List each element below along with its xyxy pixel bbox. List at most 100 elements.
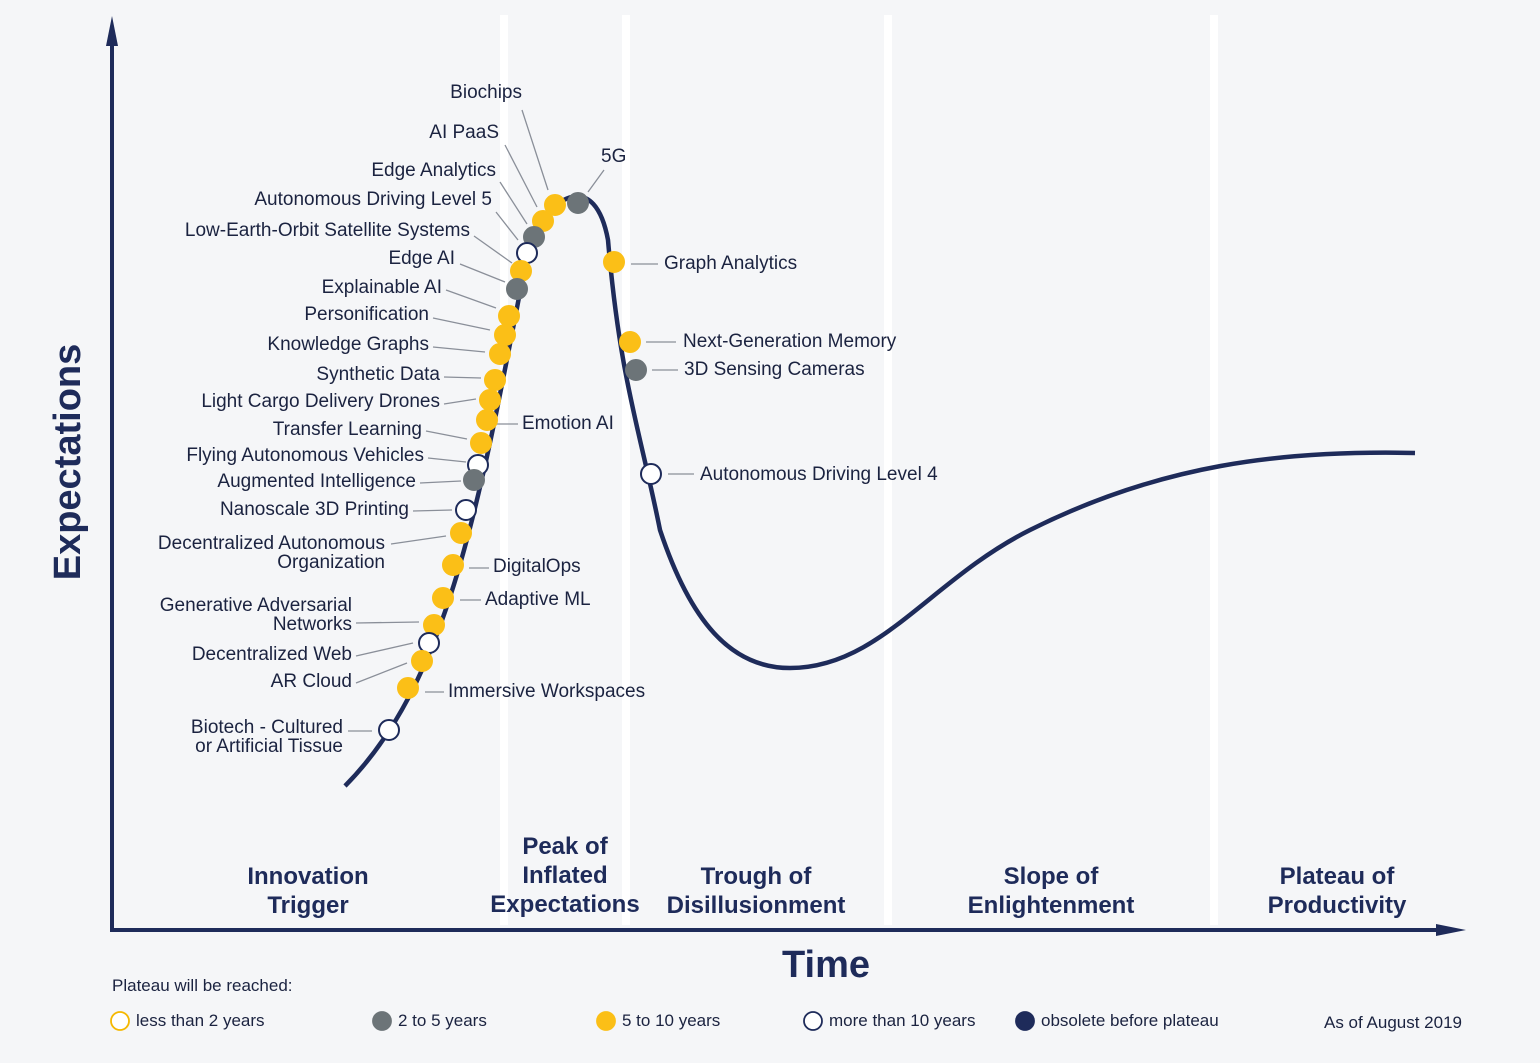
marker-nanoscale-3d-printing [455, 499, 477, 521]
legend-label-obsolete: obsolete before plateau [1041, 1011, 1219, 1030]
marker-transfer-learning [476, 409, 498, 431]
label-graph-analytics: Graph Analytics [664, 253, 797, 274]
label-3d-sensing-cameras: 3D Sensing Cameras [684, 359, 865, 380]
legend-swatch-obsolete [1015, 1011, 1035, 1031]
phase-label-plateau: Plateau of Productivity [1268, 863, 1407, 919]
marker-synthetic-data [484, 369, 506, 391]
marker-5g [567, 192, 589, 214]
phase-label-peak: Peak of Inflated Expectations [490, 833, 639, 918]
label-biochips: Biochips [450, 82, 522, 103]
phase-label-innovation-trigger: Innovation Trigger [247, 863, 368, 919]
marker-edge-ai [506, 278, 528, 300]
legend-label-y5to10: 5 to 10 years [622, 1011, 720, 1030]
label-decentralized-autonomous-organization: Decentralized Autonomous Organization [158, 533, 385, 573]
leader-5g [587, 169, 605, 193]
label-leader-lines [348, 109, 694, 732]
leader-synthetic-data [443, 376, 482, 379]
label-emotion-ai: Emotion AI [522, 413, 614, 434]
x-axis-title: Time [782, 944, 870, 986]
marker-adaptive-ml [432, 587, 454, 609]
marker-autonomous-driving-level-5 [516, 242, 538, 264]
phase-divider [1210, 15, 1218, 925]
label-nanoscale-3d-printing: Nanoscale 3D Printing [220, 499, 409, 520]
legend-swatch-lt2 [110, 1011, 130, 1031]
marker-decentralized-autonomous-organization [450, 522, 472, 544]
label-biotech-cultured-or-artificial-tissue: Biotech - Cultured or Artificial Tissue [191, 717, 343, 757]
leader-ar-cloud [355, 662, 408, 684]
label-synthetic-data: Synthetic Data [316, 364, 440, 385]
label-next-generation-memory: Next-Generation Memory [683, 331, 897, 352]
label-transfer-learning: Transfer Learning [273, 419, 422, 440]
label-edge-analytics: Edge Analytics [371, 160, 496, 181]
phase-label-slope: Slope of Enlightenment [968, 863, 1135, 919]
marker-emotion-ai [470, 432, 492, 454]
legend-swatch-y2to5 [372, 1011, 392, 1031]
label-personification: Personification [304, 304, 429, 325]
phase-divider [884, 15, 892, 925]
marker-personification [494, 324, 516, 346]
label-explainable-ai: Explainable AI [322, 277, 442, 298]
label-flying-autonomous-vehicles: Flying Autonomous Vehicles [186, 445, 424, 466]
leader-light-cargo-delivery-drones [443, 398, 477, 405]
label-decentralized-web: Decentralized Web [192, 644, 352, 665]
marker-knowledge-graphs [489, 343, 511, 365]
leader-transfer-learning [425, 430, 468, 440]
label-light-cargo-delivery-drones: Light Cargo Delivery Drones [201, 391, 440, 412]
leader-low-earth-orbit-satellite-systems [473, 235, 513, 264]
marker-biochips [544, 194, 566, 216]
marker-graph-analytics [603, 251, 625, 273]
label-adaptive-ml: Adaptive ML [485, 589, 591, 610]
label-low-earth-orbit-satellite-systems: Low-Earth-Orbit Satellite Systems [185, 220, 470, 241]
marker-augmented-intelligence [463, 469, 485, 491]
leader-flying-autonomous-vehicles [427, 457, 467, 463]
label-augmented-intelligence: Augmented Intelligence [217, 471, 416, 492]
marker-ar-cloud [411, 650, 433, 672]
leader-edge-ai [459, 263, 506, 283]
marker-light-cargo-delivery-drones [479, 389, 501, 411]
legend: Plateau will be reached: less than 2 year… [110, 976, 1219, 1031]
label-autonomous-driving-level-5: Autonomous Driving Level 5 [254, 189, 492, 210]
label-generative-adversarial-networks: Generative Adversarial Networks [160, 595, 352, 635]
label-5g: 5G [601, 146, 626, 167]
leader-nanoscale-3d-printing [412, 509, 453, 512]
marker-low-earth-orbit-satellite-systems [510, 260, 532, 282]
phase-label-trough: Trough of Disillusionment [667, 863, 846, 919]
technology-labels: Biochips AI PaaS Edge Analytics Autonomous … [158, 82, 938, 757]
legend-label-lt2: less than 2 years [136, 1011, 265, 1030]
technology-markers [378, 192, 662, 741]
leader-edge-analytics [499, 181, 528, 225]
marker-autonomous-driving-level-4 [640, 463, 662, 485]
leader-generative-adversarial-networks [355, 621, 420, 624]
leader-decentralized-web [355, 642, 414, 657]
marker-explainable-ai [498, 305, 520, 327]
legend-label-gt10: more than 10 years [829, 1011, 975, 1030]
label-autonomous-driving-level-4: Autonomous Driving Level 4 [700, 464, 938, 485]
y-axis-arrow [106, 16, 118, 46]
marker-immersive-workspaces [397, 677, 419, 699]
label-edge-ai: Edge AI [388, 248, 455, 269]
leader-personification [432, 317, 491, 331]
marker-next-generation-memory [619, 331, 641, 353]
x-axis-arrow [1436, 924, 1466, 936]
leader-explainable-ai [445, 289, 497, 309]
leader-augmented-intelligence [419, 480, 462, 484]
label-ai-paas: AI PaaS [429, 122, 499, 143]
leader-knowledge-graphs [432, 346, 486, 353]
legend-swatch-gt10 [803, 1011, 823, 1031]
label-immersive-workspaces: Immersive Workspaces [448, 681, 645, 702]
phase-dividers [500, 15, 1218, 925]
phase-divider [500, 15, 508, 925]
y-axis-title: Expectations [47, 344, 89, 581]
marker-biotech-cultured-or-artificial-tissue [378, 719, 400, 741]
marker-generative-adversarial-networks [423, 614, 445, 636]
marker-digitalops [442, 554, 464, 576]
marker-3d-sensing-cameras [625, 359, 647, 381]
legend-label-y2to5: 2 to 5 years [398, 1011, 487, 1030]
axes: Expectations Time [47, 16, 1466, 986]
leader-ai-paas [504, 144, 538, 208]
leader-autonomous-driving-level-5 [495, 211, 519, 241]
label-ar-cloud: AR Cloud [271, 671, 352, 692]
label-digitalops: DigitalOps [493, 556, 581, 577]
